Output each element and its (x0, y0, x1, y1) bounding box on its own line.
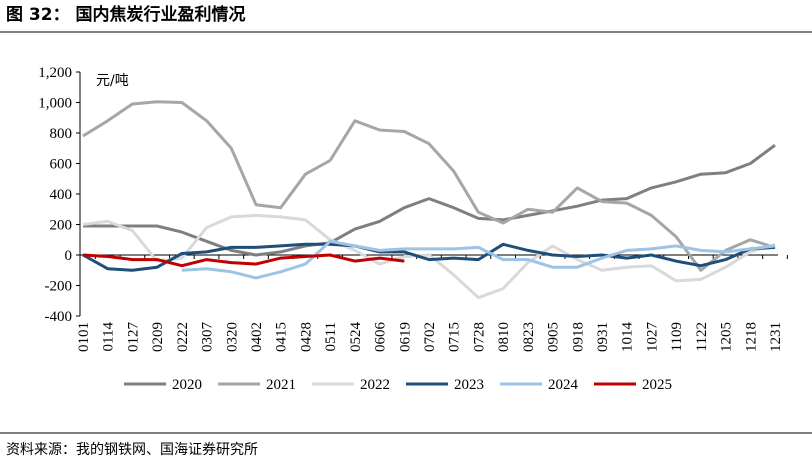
x-tick-label: 0524 (348, 322, 364, 353)
x-tick-label: 0402 (249, 322, 265, 352)
chart-title: 图 32： 国内焦炭行业盈利情况 (6, 4, 246, 25)
x-tick-label: 0619 (397, 322, 413, 352)
x-tick-label: 0931 (595, 322, 611, 352)
legend-label: 2024 (548, 377, 579, 393)
y-tick-label: 800 (50, 126, 73, 142)
x-tick-label: 1231 (768, 322, 784, 352)
series-line (83, 143, 776, 257)
legend-label: 2020 (172, 377, 202, 393)
legend-label: 2025 (642, 377, 672, 393)
x-tick-label: 0101 (76, 322, 92, 352)
x-tick-label: 0905 (546, 322, 562, 352)
x-tick-label: 0511 (323, 322, 339, 351)
x-tick-label: 1109 (669, 322, 685, 351)
x-tick-label: 0606 (373, 322, 389, 353)
x-tick-label: 0810 (496, 322, 512, 352)
x-tick-label: 0320 (224, 322, 240, 352)
x-tick-label: 0127 (125, 322, 141, 353)
y-axis-unit: 元/吨 (96, 73, 129, 89)
x-tick-label: 0415 (274, 322, 290, 352)
x-tick-label: 1027 (644, 322, 660, 353)
series-line (82, 253, 405, 268)
x-tick-label: 0307 (200, 322, 216, 353)
x-tick-label: 0428 (298, 322, 314, 352)
source-note: 资料来源：我的钢铁网、国海证券研究所 (6, 442, 258, 458)
y-tick-label: 1,200 (38, 65, 72, 81)
series-line (181, 239, 776, 280)
y-tick-label: -400 (45, 309, 73, 325)
y-tick-label: 200 (50, 218, 73, 234)
x-tick-label: 1014 (620, 322, 636, 353)
series-line (82, 100, 776, 272)
x-tick-label: 1218 (743, 322, 759, 352)
x-tick-label: 1122 (694, 322, 710, 351)
y-tick-label: 600 (50, 157, 73, 173)
y-tick-label: 0 (65, 248, 73, 264)
series-line (82, 242, 776, 272)
x-tick-label: 0728 (471, 322, 487, 352)
x-tick-label: 0222 (175, 322, 191, 352)
series-line (82, 213, 776, 300)
legend-label: 2022 (360, 377, 390, 393)
x-tick-label: 0702 (422, 322, 438, 352)
x-tick-label: 0918 (570, 322, 586, 352)
x-tick-label: 0715 (447, 322, 463, 352)
x-tick-label: 0209 (150, 322, 166, 352)
legend-label: 2023 (454, 377, 484, 393)
y-tick-label: 400 (50, 187, 73, 203)
x-tick-label: 0823 (521, 322, 537, 352)
legend: 2020 2021 2022 2023 2024 2025 (124, 377, 672, 393)
legend-label: 2021 (266, 377, 296, 393)
y-tick-label: 1,000 (38, 96, 72, 112)
y-tick-label: -200 (45, 279, 73, 295)
x-tick-label: 0114 (101, 322, 117, 352)
x-tick-label: 1205 (719, 322, 735, 352)
